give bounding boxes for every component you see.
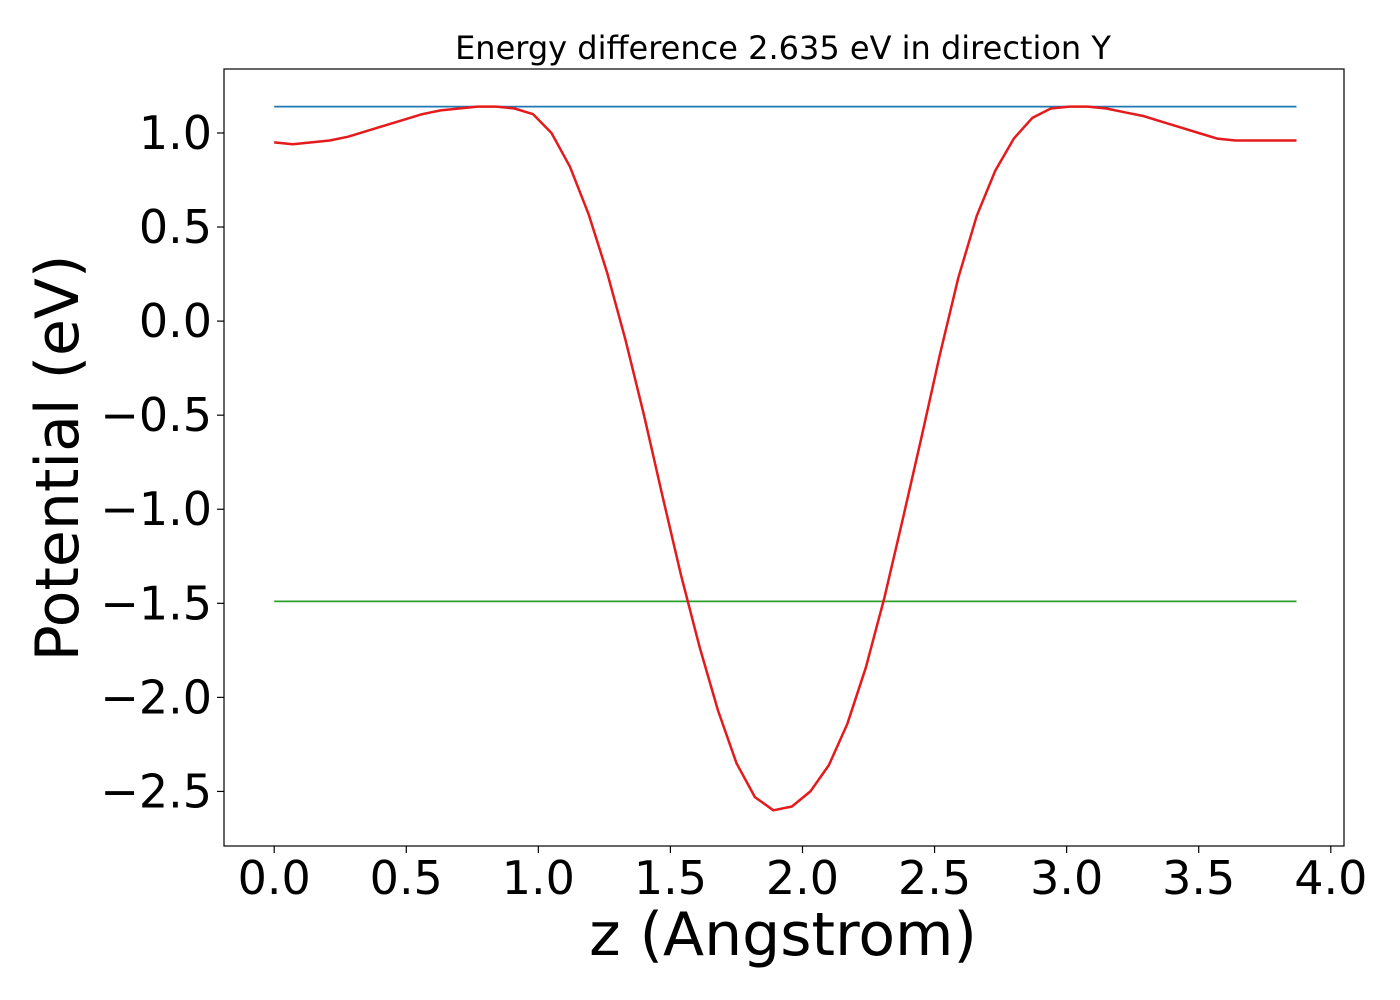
y-tick-label: 1.0: [139, 106, 212, 160]
axes-frame: [223, 68, 1345, 847]
x-tick-label: 1.5: [634, 851, 707, 905]
plot-area: [274, 105, 1297, 812]
x-tick-label: 0.5: [370, 851, 443, 905]
y-tick-label: 0.0: [139, 294, 212, 348]
x-tick-label: 3.5: [1162, 851, 1235, 905]
chart-title: Energy difference 2.635 eV in direction …: [455, 29, 1111, 67]
x-axis-label: z (Angstrom): [589, 900, 977, 970]
y-tick-label: 0.5: [139, 200, 212, 254]
ticks: 0.0 0.5 1.0 1.5 2.0 2.5 3.0 3.5 4.0 −2.5 −2.0 −1.5 −…: [100, 106, 1367, 905]
y-tick-label: −2.5: [100, 764, 212, 818]
y-axis-label: Potential (eV): [23, 255, 93, 662]
y-tick-label: −1.5: [100, 576, 212, 630]
y-tick-label: −2.0: [100, 670, 212, 724]
x-tick-label: 2.5: [898, 851, 971, 905]
x-tick-label: 1.0: [502, 851, 575, 905]
x-tick-label: 0.0: [238, 851, 311, 905]
x-tick-label: 4.0: [1294, 851, 1367, 905]
y-tick-label: −1.0: [100, 482, 212, 536]
y-tick-label: −0.5: [100, 388, 212, 442]
x-tick-label: 2.0: [766, 851, 839, 905]
x-tick-label: 3.0: [1030, 851, 1103, 905]
series-line-3: [274, 105, 1297, 812]
